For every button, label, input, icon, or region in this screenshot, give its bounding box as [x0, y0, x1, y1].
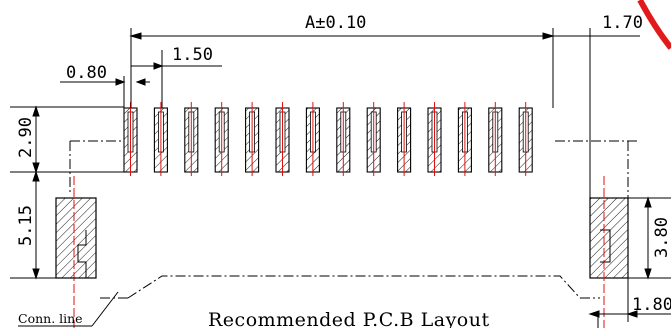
dim-pad-width-label: 0.80 [66, 63, 107, 83]
dim-mount-height [10, 170, 88, 280]
dim-right-mount-width [588, 278, 671, 328]
signal-pad [275, 102, 290, 176]
conn-line-label: Conn. line [18, 311, 83, 326]
dim-right-mount-height [628, 196, 671, 280]
right-mount-pad [589, 176, 629, 328]
dim-pad-height [10, 105, 124, 174]
signal-pad [518, 102, 533, 176]
signal-pad [336, 102, 351, 176]
signal-pad [488, 102, 503, 176]
signal-pad [457, 102, 472, 176]
signal-pad [397, 102, 412, 176]
drawing-title: Recommended P.C.B Layout [208, 309, 490, 328]
dim-right-offset-label: 1.70 [602, 13, 643, 33]
dim-mount-height-label: 5.15 [16, 205, 36, 246]
dim-overall-span [129, 28, 640, 198]
dim-pitch-label: 1.50 [172, 45, 213, 65]
signal-pad [184, 102, 199, 176]
signal-pad [214, 102, 229, 176]
signal-pad [366, 102, 381, 176]
signal-pad [153, 102, 168, 176]
signal-pads-group [123, 102, 533, 176]
signal-pad [245, 102, 260, 176]
stamp-arc [637, 0, 671, 50]
conn-line-leader [18, 291, 119, 327]
signal-pad [123, 102, 138, 176]
dim-pad-height-label: 2.90 [16, 117, 36, 158]
signal-pad [305, 102, 320, 176]
signal-pad [427, 102, 442, 176]
dim-right-mount-height-label: 3.80 [652, 217, 671, 258]
left-mount-pad [55, 176, 97, 328]
dim-pad-width [60, 76, 150, 108]
dim-overall-span-label: A±0.10 [305, 13, 366, 33]
dim-pitch [131, 50, 222, 108]
dim-right-mount-width-label: 1.80 [632, 295, 671, 315]
